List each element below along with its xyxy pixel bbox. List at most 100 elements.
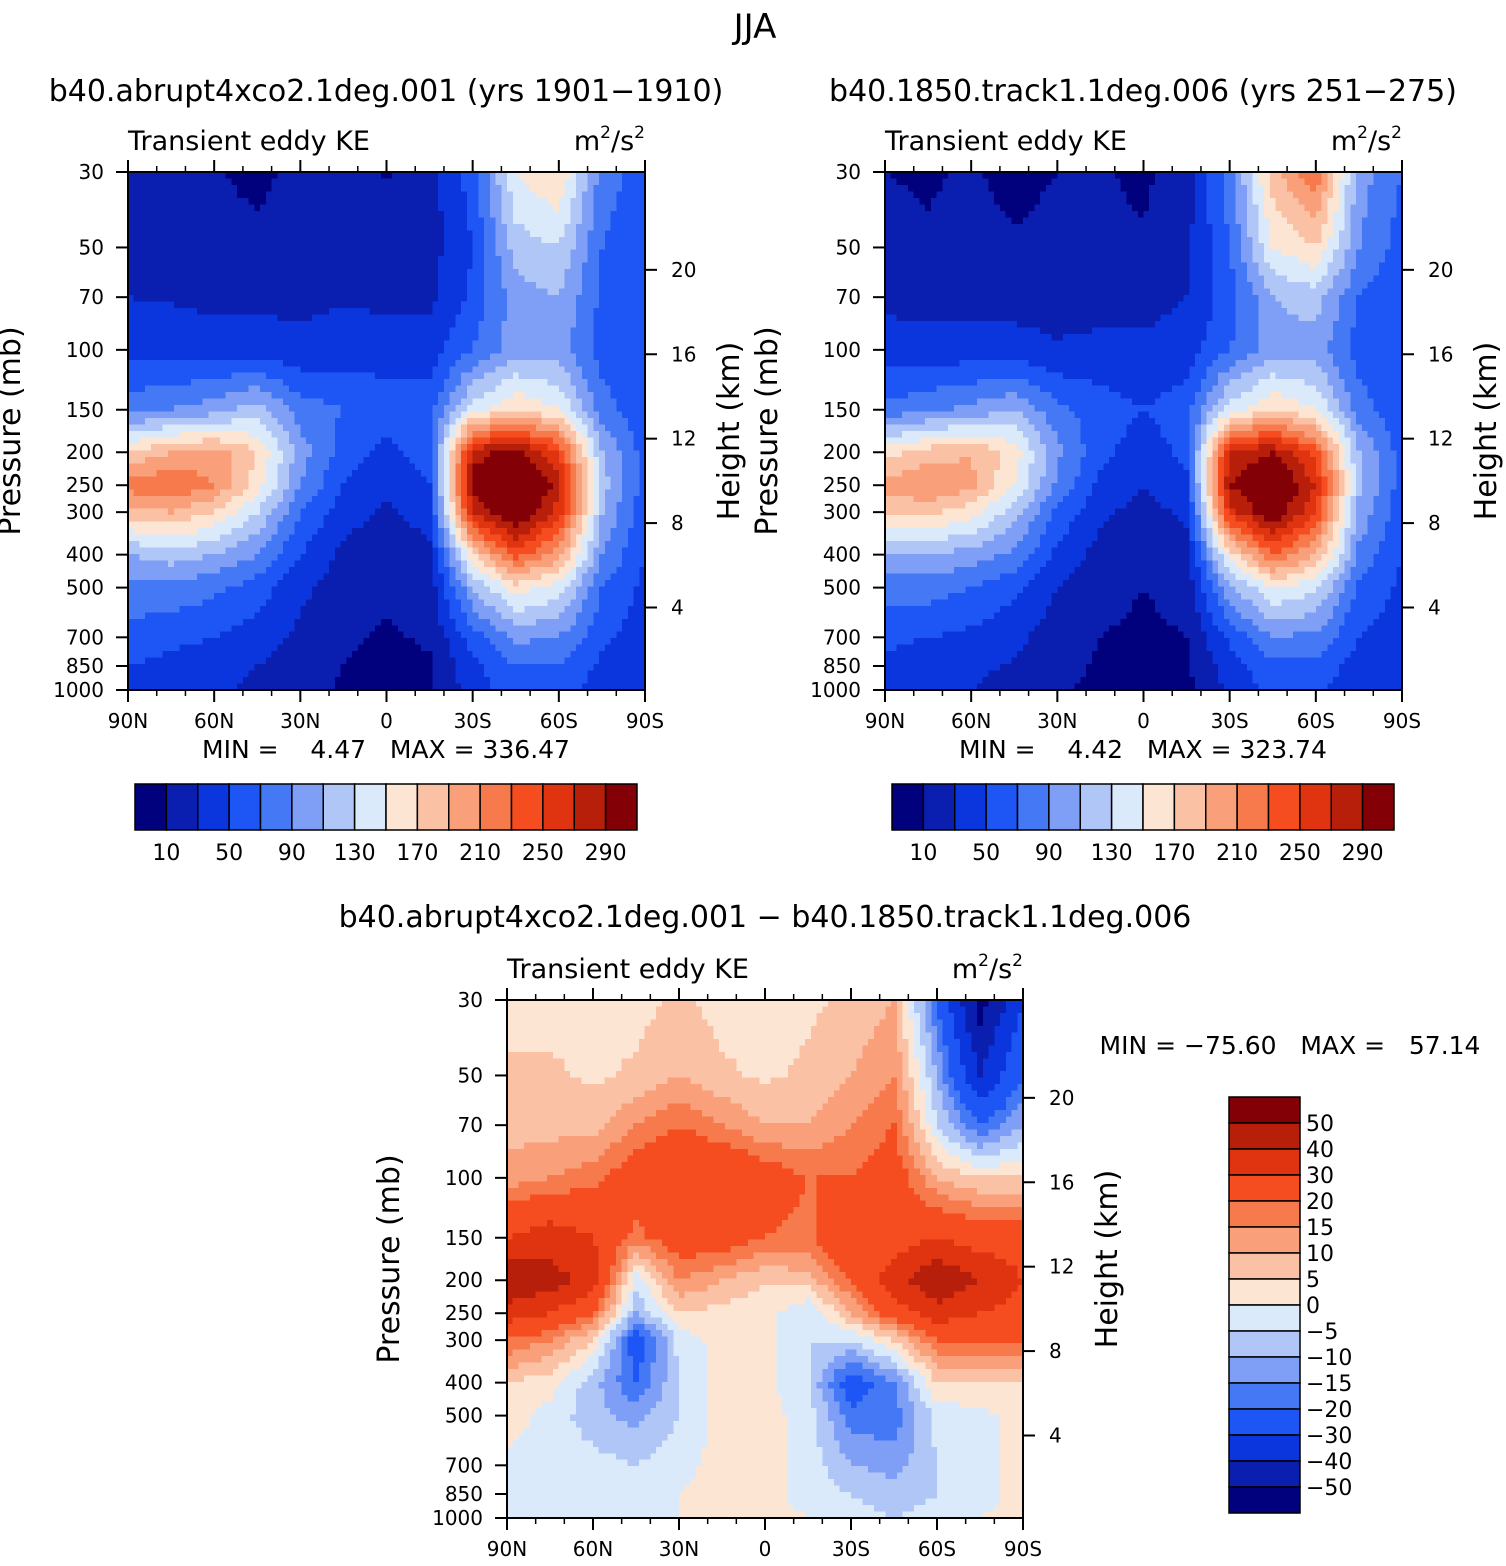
field-cell <box>260 476 267 484</box>
field-cell <box>156 398 164 406</box>
field-cell <box>196 463 204 471</box>
field-cell <box>599 353 606 361</box>
field-cell <box>352 353 359 361</box>
field-cell <box>242 502 250 510</box>
field-cell <box>352 437 359 445</box>
field-cell <box>311 411 319 419</box>
field-cell <box>185 424 192 432</box>
field-cell <box>214 230 221 238</box>
field-cell <box>265 366 273 374</box>
field-cell <box>443 359 451 367</box>
field-cell <box>449 424 457 432</box>
field-cell <box>173 515 181 523</box>
field-cell <box>334 521 342 529</box>
field-cell <box>627 191 635 199</box>
field-cell <box>599 508 606 516</box>
field-cell <box>627 262 635 270</box>
field-cell <box>449 418 457 426</box>
field-cell <box>443 269 451 277</box>
field-cell <box>254 398 261 406</box>
field-cell <box>576 172 583 180</box>
field-cell <box>489 353 497 361</box>
field-cell <box>489 515 497 523</box>
field-cell <box>323 366 330 374</box>
field-cell <box>409 463 416 471</box>
field-cell <box>512 489 520 497</box>
field-cell <box>478 282 485 290</box>
field-cell <box>128 528 135 536</box>
field-cell <box>380 405 388 413</box>
field-cell <box>265 515 273 523</box>
field-cell <box>363 184 370 193</box>
field-cell <box>237 340 244 348</box>
field-cell <box>185 230 192 238</box>
field-cell <box>156 327 164 335</box>
field-cell <box>420 236 428 244</box>
field-cell <box>380 269 388 277</box>
field-cell <box>306 269 313 277</box>
field-cell <box>443 431 451 439</box>
field-cell <box>317 411 324 419</box>
field-cell <box>599 340 606 348</box>
field-cell <box>288 405 296 413</box>
field-cell <box>593 398 600 406</box>
field-cell <box>294 217 301 225</box>
field-cell <box>329 275 336 283</box>
field-cell <box>466 353 474 361</box>
field-cell <box>518 191 525 199</box>
field-cell <box>599 184 606 193</box>
field-cell <box>535 353 543 361</box>
field-cell <box>317 223 324 231</box>
field-cell <box>277 353 284 361</box>
field-cell <box>346 411 353 419</box>
field-cell <box>150 301 158 309</box>
field-cell <box>191 495 198 503</box>
field-cell <box>283 204 290 212</box>
field-cell <box>587 489 594 497</box>
field-cell <box>133 288 141 296</box>
field-cell <box>512 282 520 290</box>
field-cell <box>375 204 382 212</box>
field-cell <box>587 340 594 348</box>
field-cell <box>208 353 215 361</box>
field-cell <box>518 178 525 186</box>
field-cell <box>237 184 244 193</box>
field-cell <box>472 418 480 426</box>
field-cell <box>593 495 600 503</box>
field-cell <box>173 353 181 361</box>
field-cell <box>576 405 583 413</box>
field-cell <box>168 411 175 419</box>
field-cell <box>208 508 215 516</box>
field-cell <box>564 508 571 516</box>
field-cell <box>219 528 227 536</box>
field-cell <box>570 359 577 367</box>
field-cell <box>139 178 146 186</box>
field-cell <box>622 178 629 186</box>
field-cell <box>386 282 393 290</box>
field-cell <box>248 450 255 458</box>
field-cell <box>512 405 520 413</box>
field-cell <box>478 463 485 471</box>
field-cell <box>225 495 232 503</box>
field-cell <box>564 385 571 393</box>
field-cell <box>455 191 462 199</box>
field-cell <box>288 295 296 303</box>
field-cell <box>438 366 445 374</box>
field-cell <box>173 256 181 264</box>
field-cell <box>495 184 502 193</box>
field-cell <box>346 320 353 328</box>
field-cell <box>558 204 566 212</box>
field-cell <box>323 301 330 309</box>
field-cell <box>627 379 635 387</box>
field-cell <box>168 385 175 393</box>
field-cell <box>300 327 307 335</box>
field-cell <box>334 197 342 205</box>
field-cell <box>553 502 560 510</box>
field-cell <box>288 320 296 328</box>
field-cell <box>426 353 434 361</box>
field-cell <box>443 469 451 477</box>
field-cell <box>512 359 520 367</box>
field-cell <box>547 515 554 523</box>
field-cell <box>340 521 347 529</box>
field-cell <box>162 288 169 296</box>
